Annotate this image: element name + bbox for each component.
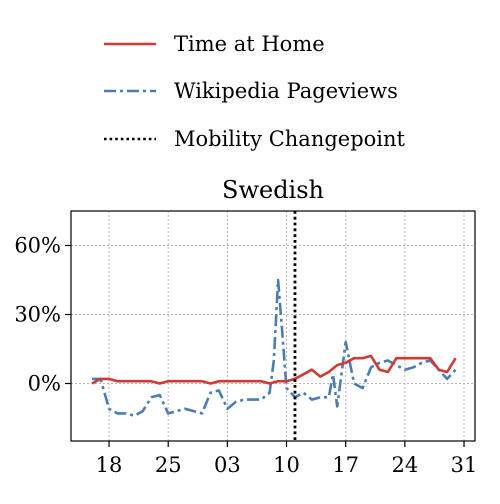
series-layer [91, 211, 457, 441]
legend-entry-mobility-changepoint: Mobility Changepoint [104, 127, 406, 151]
legend-label-mobility-changepoint: Mobility Changepoint [174, 127, 406, 151]
x-tick-label: 10 [273, 453, 300, 477]
x-tick-label: 24 [391, 453, 418, 477]
grid-lines [71, 211, 475, 441]
legend: Time at Home Wikipedia Pageviews Mobilit… [104, 32, 406, 151]
series-line-wikipedia-pageviews [92, 278, 457, 418]
x-tick-label: 18 [96, 453, 123, 477]
y-tick-label: 60% [14, 234, 61, 258]
legend-entry-wikipedia-pageviews: Wikipedia Pageviews [104, 79, 398, 103]
legend-label-wikipedia-pageviews: Wikipedia Pageviews [174, 79, 398, 103]
chart-title: Swedish [222, 176, 324, 204]
legend-label-time-at-home: Time at Home [174, 32, 325, 56]
plot-frame [70, 210, 476, 442]
x-tick-label: 17 [332, 453, 359, 477]
y-axis-ticks: 0% 30% 60% [14, 234, 71, 396]
y-tick-label: 30% [14, 303, 61, 327]
x-tick-label: 31 [451, 453, 478, 477]
legend-entry-time-at-home: Time at Home [104, 32, 325, 56]
x-tick-label: 25 [155, 453, 182, 477]
series-line-time-at-home [91, 354, 457, 385]
x-axis-ticks: 18 25 03 10 17 24 31 [96, 441, 478, 477]
x-tick-label: 03 [214, 453, 241, 477]
y-tick-label: 0% [28, 372, 61, 396]
